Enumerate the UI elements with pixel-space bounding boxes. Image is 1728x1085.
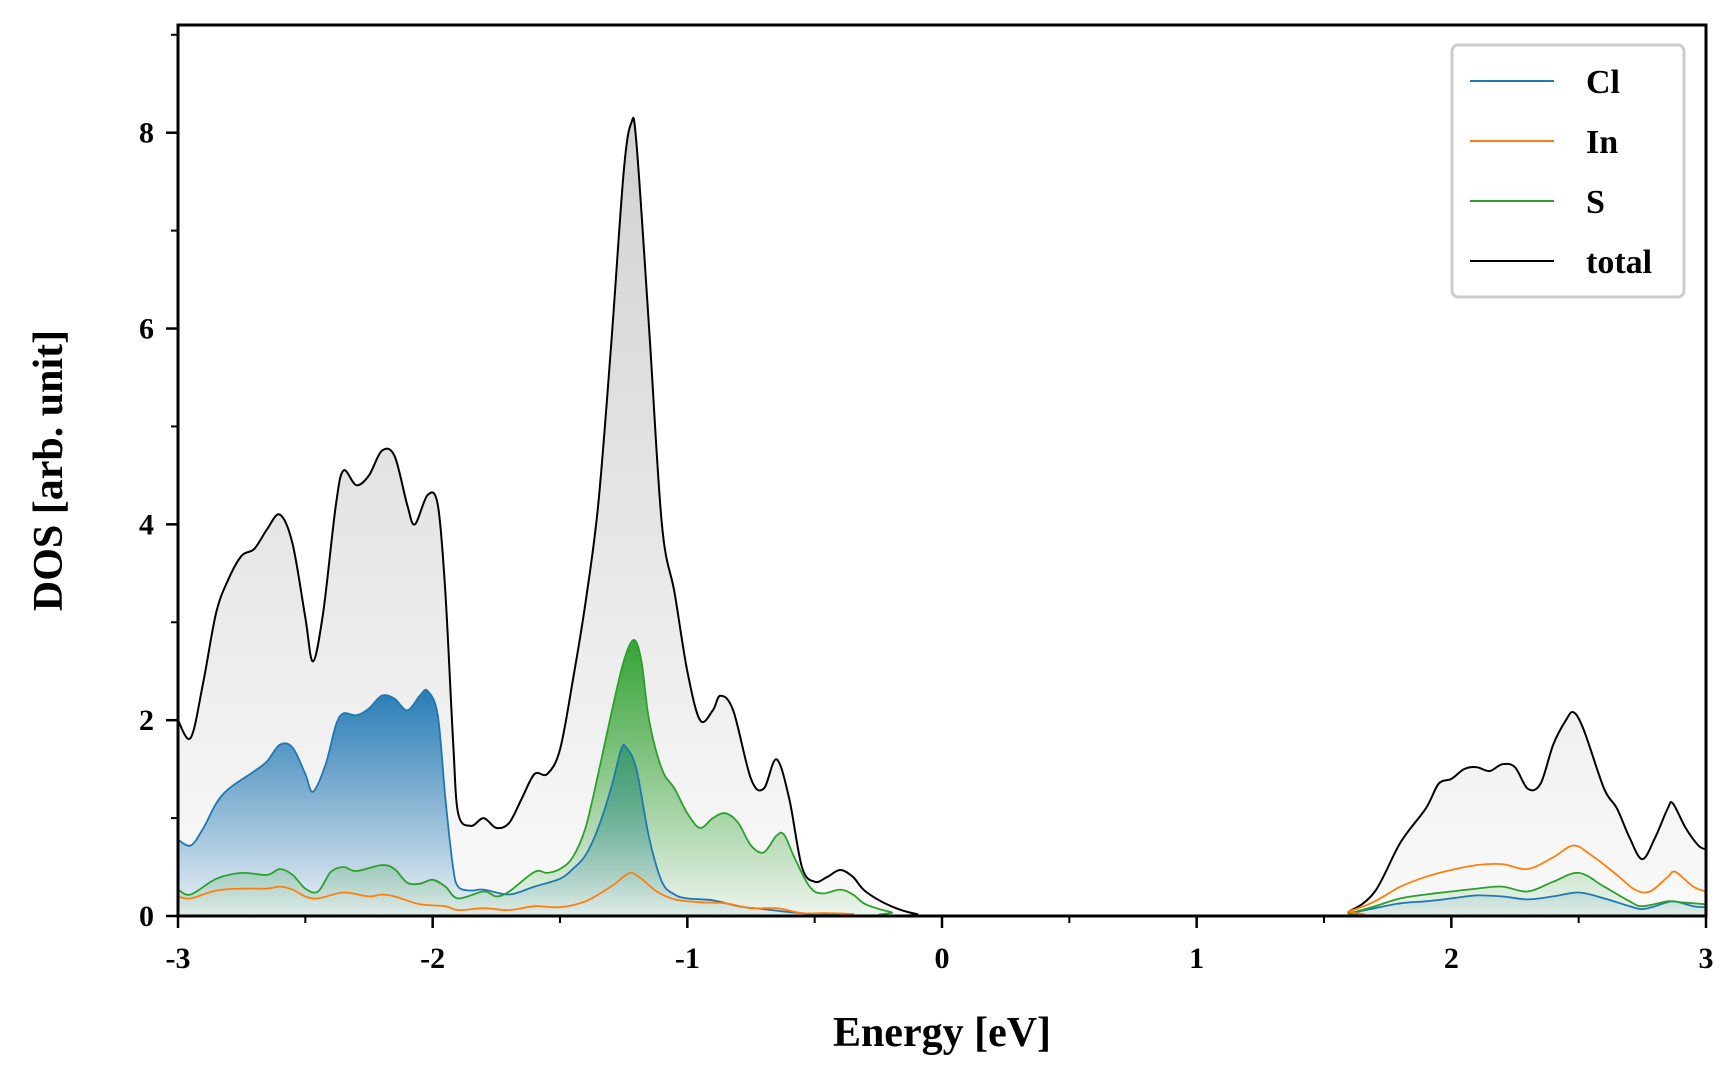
legend-label-in: In [1586,124,1618,161]
series-line-cl [177,688,1707,917]
series-line-in [177,844,1707,917]
y-tick-label: 4 [139,508,154,541]
x-tick-label: -2 [420,942,445,975]
x-tick-label: -3 [166,942,191,975]
legend-label-s: S [1586,184,1605,221]
y-axis-title: DOS [arb. unit] [26,330,72,611]
lines-layer [177,116,1707,918]
y-tick-label: 2 [139,704,154,737]
x-tick-label: 1 [1189,942,1204,975]
legend-label-cl: Cl [1586,64,1620,101]
legend-box [1450,43,1686,299]
x-tick-label: 0 [935,942,950,975]
y-tick-label: 6 [139,313,154,346]
x-tick-label: 2 [1444,942,1459,975]
series-line-total [177,116,1707,918]
y-tick-label: 0 [139,900,154,933]
x-axis-title: Energy [eV] [833,1010,1051,1056]
ticks-layer: -3 -2 -1 0 1 2 3 0 2 4 6 8 [139,33,1714,975]
fills-layer [178,117,1706,917]
series-line-s [177,639,1707,917]
y-tick-label: 8 [139,117,154,150]
fill-area-s [178,639,1706,916]
legend-label-total: total [1586,244,1652,281]
x-tick-label: -1 [675,942,700,975]
x-tick-label: 3 [1699,942,1714,975]
